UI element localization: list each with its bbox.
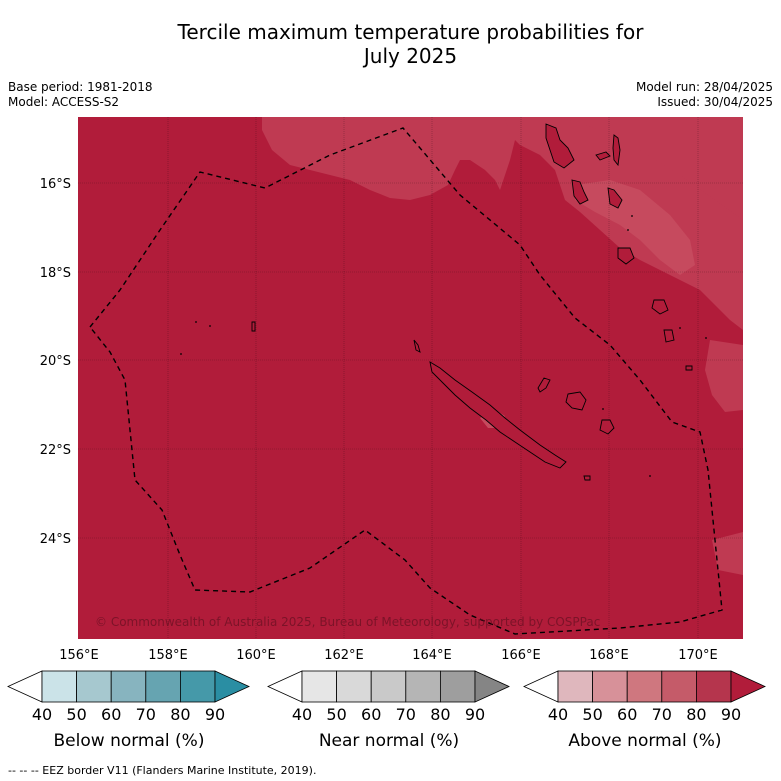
- title-line-2: July 2025: [363, 44, 458, 68]
- lat-tick-label: 24°S: [40, 532, 71, 547]
- model-name: Model: ACCESS-S2: [8, 95, 120, 109]
- chesterfield-islet: [251, 321, 256, 332]
- lon-tick-label: 160°E: [236, 648, 276, 663]
- colorbar-tick-label: 90: [465, 705, 485, 724]
- colorbar-segment: [41, 670, 77, 703]
- colorbar-tick-label: 80: [170, 705, 190, 724]
- near-normal-label: Near normal (%): [318, 731, 460, 751]
- colorbar-tick-label: 40: [292, 705, 312, 724]
- lon-tick-label: 170°E: [678, 648, 718, 663]
- colorbar-segment: [110, 670, 147, 703]
- ambae-island: [595, 151, 611, 161]
- probability-70-region-south: [712, 532, 743, 575]
- lon-tick-label: 164°E: [412, 648, 452, 663]
- lon-tick-label: 166°E: [501, 648, 541, 663]
- colorbar-tick-label: 40: [548, 705, 568, 724]
- colorbar-min-arrow: [523, 670, 559, 703]
- colorbar-tick-label: 90: [205, 705, 225, 724]
- pentecost-island: [607, 187, 623, 209]
- efate-island: [617, 247, 635, 265]
- base-period: Base period: 1981-2018: [8, 80, 153, 94]
- above-normal-label: Above normal (%): [568, 731, 722, 751]
- colorbar-min-arrow: [7, 670, 43, 703]
- copyright-text: © Commonwealth of Australia 2025, Bureau…: [95, 615, 600, 629]
- eez-footnote: -- -- -- EEZ border V11 (Flanders Marine…: [8, 764, 317, 777]
- colorbar-1: 40 50 60 70 80 90: [267, 670, 510, 724]
- colorbar-segment: [405, 670, 441, 703]
- lat-tick-labels: 16°S 18°S 20°S 22°S 24°S: [40, 177, 71, 547]
- land-outlines: [251, 123, 693, 481]
- aneityum-island: [685, 365, 693, 371]
- colorbar-segment: [626, 670, 663, 703]
- meta-right: Model run: 28/04/2025 Issued: 30/04/2025: [636, 80, 773, 110]
- small-islets: [180, 215, 707, 477]
- new-caledonia-island: [429, 361, 567, 469]
- mare-island: [599, 419, 615, 435]
- colorbar-legend-group: 40 50 60 70 80 90 40 50 60 70 80 90 40 50 60 70 80 90: [7, 670, 766, 724]
- colorbar-segment: [145, 670, 181, 703]
- lon-tick-label: 156°E: [59, 648, 99, 663]
- colorbar-tick-label: 50: [66, 705, 86, 724]
- colorbar-tick-label: 80: [430, 705, 450, 724]
- graticule: [78, 117, 743, 639]
- meta-left: Base period: 1981-2018 Model: ACCESS-S2: [8, 80, 153, 110]
- colorbar-tick-label: 60: [361, 705, 381, 724]
- erromango-island: [651, 299, 669, 315]
- lon-tick-labels: 156°E 158°E 160°E 162°E 164°E 166°E 168°…: [59, 648, 718, 663]
- lon-tick-label: 168°E: [589, 648, 629, 663]
- maewo-island: [612, 134, 621, 167]
- lon-tick-label: 158°E: [148, 648, 188, 663]
- colorbar-tick-label: 40: [32, 705, 52, 724]
- map-title: Tercile maximum temperature probabilitie…: [0, 20, 781, 68]
- colorbar-tick-label: 50: [326, 705, 346, 724]
- colorbar-segment: [301, 670, 337, 703]
- probability-70-region-vanuatu: [575, 180, 695, 275]
- colorbar-segment: [370, 670, 407, 703]
- colorbar-2: 40 50 60 70 80 90: [523, 670, 766, 724]
- colorbar-segment: [336, 670, 372, 703]
- colorbar-segment: [439, 670, 476, 703]
- colorbar-max-arrow: [474, 670, 510, 703]
- lon-tick-label: 162°E: [324, 648, 364, 663]
- probability-70-region-loyalty: [705, 340, 743, 412]
- lat-tick-label: 20°S: [40, 354, 71, 369]
- isle-of-pines-island: [583, 475, 591, 481]
- colorbar-tick-label: 70: [136, 705, 156, 724]
- lifou-island: [565, 391, 587, 411]
- colorbar-0: 40 50 60 70 80 90: [7, 670, 250, 724]
- lat-tick-label: 18°S: [40, 266, 71, 281]
- colorbar-segment: [76, 670, 112, 703]
- colorbar-tick-label: 70: [652, 705, 672, 724]
- colorbar-segment: [557, 670, 593, 703]
- eez-border-line: [89, 127, 723, 635]
- colorbar-max-arrow: [214, 670, 250, 703]
- below-normal-label: Below normal (%): [53, 731, 205, 751]
- colorbar-tick-label: 60: [101, 705, 121, 724]
- belep-island: [413, 339, 421, 353]
- lat-tick-label: 16°S: [40, 177, 71, 192]
- model-run: Model run: 28/04/2025: [635, 80, 773, 94]
- lat-tick-label: 22°S: [40, 443, 71, 458]
- tanna-island: [663, 329, 675, 343]
- colorbar-segment: [592, 670, 628, 703]
- colorbar-max-arrow: [730, 670, 766, 703]
- colorbar-tick-label: 70: [396, 705, 416, 724]
- ouvea-island: [537, 377, 551, 393]
- espiritu-santo-island: [545, 123, 575, 169]
- colorbar-segment: [696, 670, 732, 703]
- malekula-island: [571, 179, 589, 205]
- colorbar-tick-label: 90: [721, 705, 741, 724]
- issued-date: Issued: 30/04/2025: [657, 95, 773, 109]
- colorbar-tick-label: 80: [686, 705, 706, 724]
- colorbar-tick-label: 50: [582, 705, 602, 724]
- colorbar-segment: [661, 670, 697, 703]
- colorbar-segment: [179, 670, 216, 703]
- colorbar-tick-label: 60: [617, 705, 637, 724]
- colorbar-min-arrow: [267, 670, 303, 703]
- title-line-1: Tercile maximum temperature probabilitie…: [177, 20, 644, 44]
- map-panel: © Commonwealth of Australia 2025, Bureau…: [78, 117, 743, 639]
